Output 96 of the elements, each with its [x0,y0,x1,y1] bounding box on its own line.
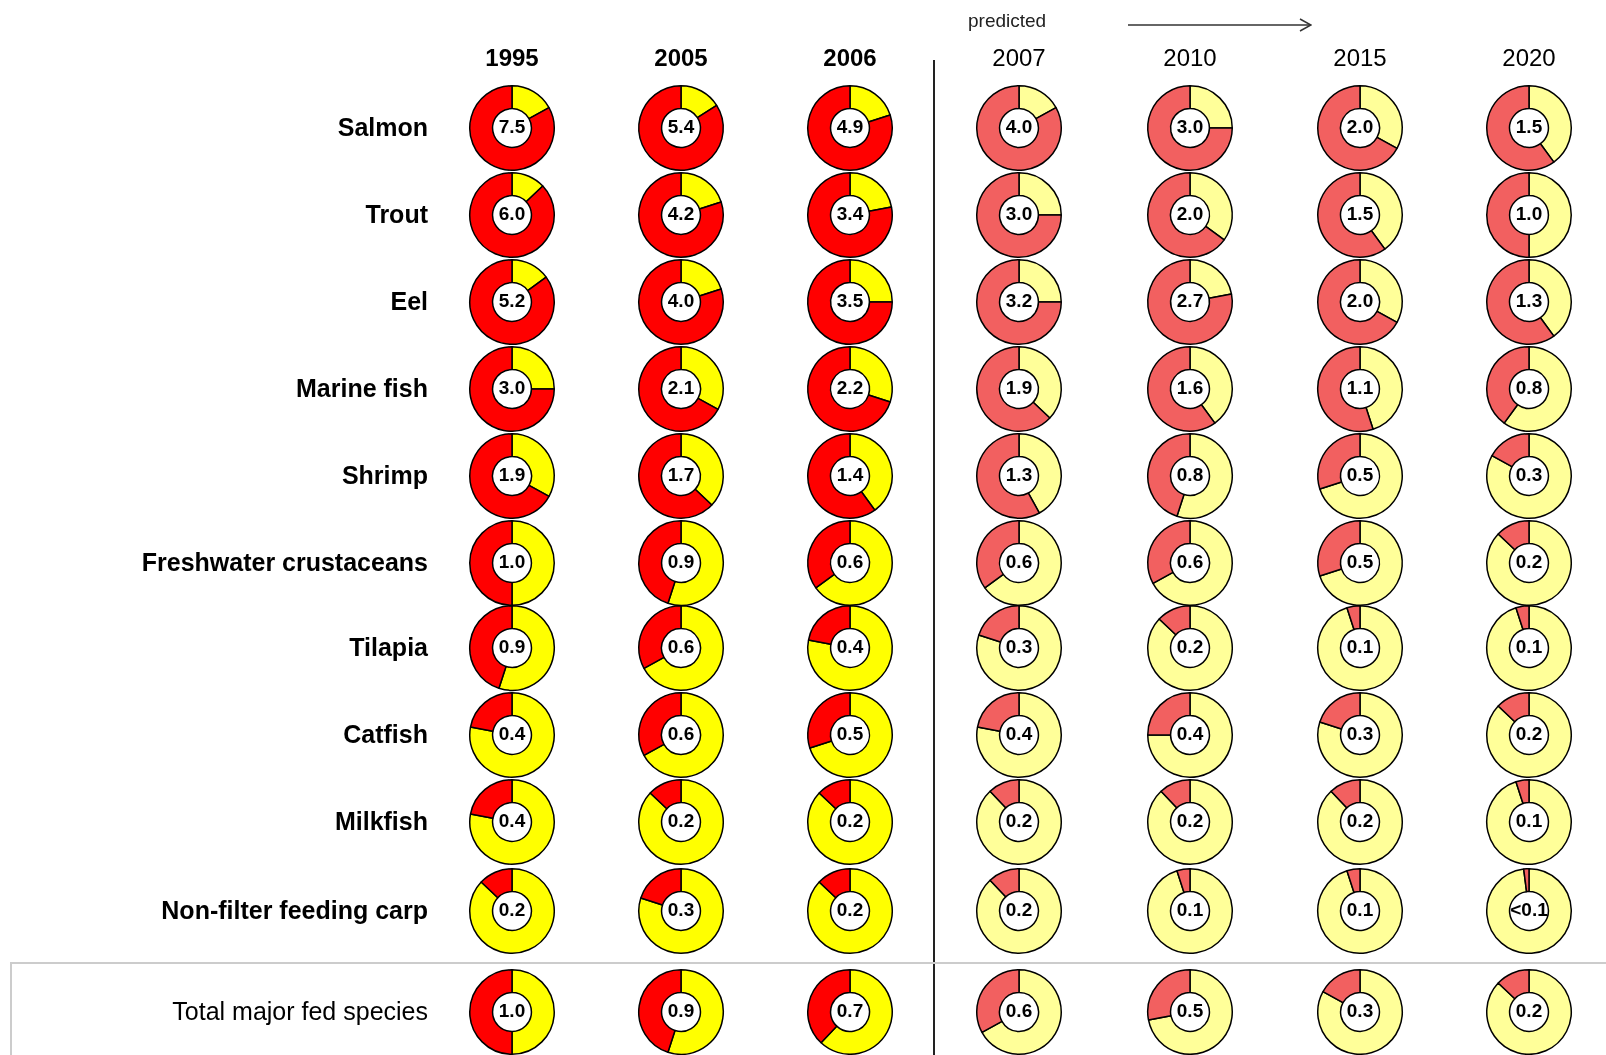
text: <0.1 [1510,899,1549,921]
text: 0.1 [1515,636,1543,658]
text: 2006 [822,44,878,72]
text: 0.2 [1346,810,1374,832]
text: 4.9 [836,116,864,138]
text: 7.5 [498,116,526,138]
text: 2.0 [1176,203,1204,225]
text: 4.0 [1005,116,1033,138]
text: 3.5 [836,290,864,312]
text: 0.1 [1515,810,1543,832]
text: Total major fed species [172,997,428,1026]
text: 0.3 [1005,636,1033,658]
text: 0.2 [1515,1000,1543,1022]
text: 0.3 [667,899,695,921]
text: 3.4 [836,203,864,225]
text: 1.3 [1515,290,1543,312]
text: 0.2 [1005,810,1033,832]
text: 1.6 [1176,377,1204,399]
text: 1.0 [1515,203,1543,225]
text: 0.4 [1005,723,1033,745]
text: 0.9 [498,636,526,658]
text: Salmon [337,113,428,142]
text: 1.5 [1515,116,1543,138]
text: 3.2 [1005,290,1033,312]
text: 6.0 [498,203,526,225]
text: 0.1 [1346,636,1374,658]
text: 0.2 [1005,899,1033,921]
text: 1.1 [1346,377,1374,399]
text: 0.2 [1515,723,1543,745]
text: 0.4 [498,810,526,832]
text: 5.2 [498,290,526,312]
text: 0.5 [1176,1000,1204,1022]
text: 2005 [653,44,709,72]
text: 0.8 [1176,464,1204,486]
text: 2.0 [1346,116,1374,138]
text: 0.9 [667,1000,695,1022]
text: 2.0 [1346,290,1374,312]
text: 0.2 [836,810,864,832]
text: 0.1 [1176,899,1204,921]
text: 0.5 [836,723,864,745]
text: 0.4 [1176,723,1204,745]
text: Trout [365,200,428,229]
text: 1.9 [498,464,526,486]
text: 0.2 [1176,636,1204,658]
text: 3.0 [498,377,526,399]
text: 0.4 [836,636,864,658]
text: 0.5 [1346,551,1374,573]
text: 0.6 [836,551,864,573]
text: 2015 [1332,44,1388,72]
text: 3.0 [1005,203,1033,225]
text: 0.4 [498,723,526,745]
text: 0.8 [1515,377,1543,399]
text: 0.6 [667,723,695,745]
text: 0.1 [1346,899,1374,921]
text: Milkfish [334,807,428,836]
text: 5.4 [667,116,695,138]
text: Marine fish [296,374,428,403]
text: 1.0 [498,1000,526,1022]
text: 0.6 [1005,551,1033,573]
text: 3.0 [1176,116,1204,138]
text: Tilapia [349,633,428,662]
text: Shrimp [341,461,428,490]
text: predicted [968,10,1047,32]
text: 0.6 [1176,551,1204,573]
text: 0.5 [1346,464,1374,486]
text: Non-filter feeding carp [161,896,428,925]
text: 4.2 [667,203,695,225]
text: 1.7 [667,464,695,486]
text: 0.2 [667,810,695,832]
text: Eel [390,287,428,316]
text: Freshwater crustaceans [141,548,428,577]
text: 1.3 [1005,464,1033,486]
text: 2.1 [667,377,695,399]
text: 0.3 [1346,723,1374,745]
text: Catfish [343,720,428,749]
text: 1995 [484,44,540,72]
text: 0.2 [836,899,864,921]
text: 0.6 [667,636,695,658]
text: 0.2 [1515,551,1543,573]
text: 1.9 [1005,377,1033,399]
text: 2.2 [836,377,864,399]
text: 0.7 [836,1000,864,1022]
text: 1.0 [498,551,526,573]
text: 2020 [1501,44,1557,72]
text: 4.0 [667,290,695,312]
text: 0.9 [667,551,695,573]
text: 1.5 [1346,203,1374,225]
text: 0.3 [1515,464,1543,486]
text: 2010 [1162,44,1218,72]
text: 1.4 [836,464,864,486]
text: 2007 [991,44,1047,72]
text: 0.2 [1176,810,1204,832]
text: 0.3 [1346,1000,1374,1022]
text: 2.7 [1176,290,1204,312]
text: 0.2 [498,899,526,921]
text: 0.6 [1005,1000,1033,1022]
